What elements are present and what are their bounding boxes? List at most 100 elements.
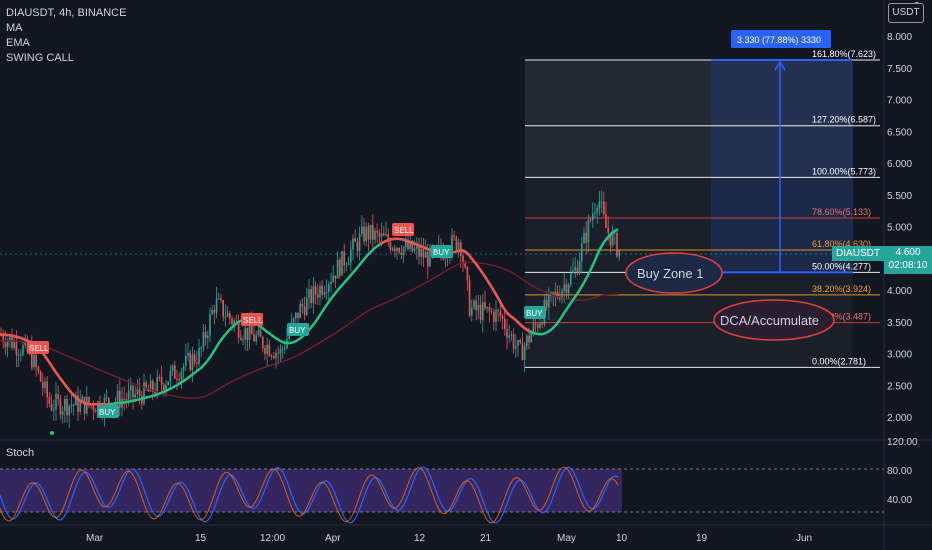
signal-text: SELL (394, 226, 414, 235)
candle-body (259, 329, 262, 338)
signal-badge[interactable] (287, 323, 309, 336)
buy-zone-ellipse[interactable] (625, 252, 723, 294)
candle-body (378, 232, 381, 237)
candle-body (477, 304, 480, 311)
candle-body (548, 293, 550, 308)
candle-body (466, 267, 469, 281)
price-axis-tick: 7.000 (887, 96, 912, 107)
candle-body (616, 232, 618, 257)
candle-body (119, 390, 121, 408)
measure-label-box[interactable] (731, 30, 831, 48)
candle-body (46, 381, 48, 398)
candle-body (550, 292, 552, 294)
currency-badge[interactable]: USDT (888, 3, 924, 23)
candle-body (17, 354, 20, 356)
candle-body (490, 311, 493, 313)
fib-level-label: 38.20%(3.924) (812, 284, 871, 294)
candle-body (358, 233, 361, 251)
candle-body (376, 230, 378, 233)
price-axis-tick: 5.000 (887, 223, 912, 234)
candle-body (222, 300, 224, 317)
candle-body (396, 248, 398, 252)
signal-badge[interactable] (392, 223, 414, 236)
candle-body (521, 342, 524, 361)
dca-ellipse[interactable] (713, 299, 835, 341)
candle-body (50, 403, 53, 411)
candle-body (31, 347, 33, 368)
candle-body (407, 240, 409, 249)
candle-body (361, 226, 363, 234)
ema-line-red-2 (379, 237, 531, 333)
candle-body (169, 370, 172, 382)
candle-body (345, 264, 348, 266)
signal-badge[interactable] (97, 405, 119, 418)
candle-body (42, 381, 44, 388)
price-axis-tick: 8.000 (887, 32, 912, 43)
candle-body (563, 284, 565, 291)
candle-body (277, 352, 279, 354)
bar-countdown: 02:08:10 (888, 260, 928, 271)
candle-body (532, 323, 535, 334)
candle-body (163, 384, 165, 391)
candle-body (462, 255, 464, 264)
price-axis-tick: 6.500 (887, 127, 912, 138)
candle-body (391, 248, 394, 250)
candle-body (224, 316, 227, 318)
candle-body (576, 267, 579, 274)
candle-body (44, 381, 46, 388)
candle-body (310, 289, 312, 304)
candle-body (268, 344, 271, 356)
candle-body (592, 213, 594, 221)
fib-level-label: 78.60%(5.133) (812, 207, 871, 217)
candle-body (488, 307, 491, 312)
swing-call-indicator-label[interactable]: SWING CALL (6, 52, 74, 64)
candle-body (413, 248, 416, 252)
price-axis-tick: 7.500 (887, 64, 912, 75)
candle-body (215, 298, 218, 313)
candle-body (55, 393, 57, 410)
candle-body (389, 241, 392, 250)
signal-text: BUY (289, 326, 306, 335)
candle-body (64, 399, 66, 411)
candle-body (319, 285, 321, 298)
stoch-d-line (0, 466, 619, 524)
signal-badge[interactable] (27, 341, 49, 354)
stoch-pane-label[interactable]: Stoch (6, 447, 35, 459)
signal-text: BUY (433, 248, 450, 257)
fib-level-label: 0.00%(2.781) (812, 356, 866, 366)
time-axis-label: Mar (86, 533, 104, 544)
candle-body (614, 232, 616, 234)
candle-body (457, 242, 460, 250)
candle-body (176, 378, 178, 380)
candle-body (587, 219, 590, 243)
candle-body (537, 324, 539, 328)
candle-body (372, 224, 374, 240)
ema-indicator-label[interactable]: EMA (6, 37, 30, 49)
candle-body (611, 233, 614, 246)
signal-badge[interactable] (431, 245, 453, 258)
candle-body (295, 312, 297, 319)
ma-indicator-label[interactable]: MA (6, 22, 23, 34)
stoch-axis-tick: 40.00 (887, 495, 912, 506)
signal-badge[interactable] (524, 306, 546, 319)
candle-body (75, 395, 77, 405)
candle-body (411, 240, 414, 252)
candle-body (57, 393, 59, 399)
candle-body (603, 201, 605, 215)
candle-body (589, 219, 592, 221)
candle-body (301, 303, 304, 307)
candle-body (545, 299, 548, 308)
fib-level-label: 50.00%(4.277) (812, 261, 871, 271)
candle-body (512, 334, 515, 349)
candle-body (341, 250, 343, 276)
candle-body (134, 394, 136, 398)
price-axis-tick: 2.500 (887, 381, 912, 392)
candle-body (519, 340, 521, 343)
candle-body (339, 259, 341, 276)
symbol-title[interactable]: DIAUSDT, 4h, BINANCE (6, 7, 127, 19)
signal-badge[interactable] (241, 313, 263, 326)
buy-zone-text: Buy Zone 1 (637, 266, 704, 281)
price-axis-tick: 5.500 (887, 191, 912, 202)
